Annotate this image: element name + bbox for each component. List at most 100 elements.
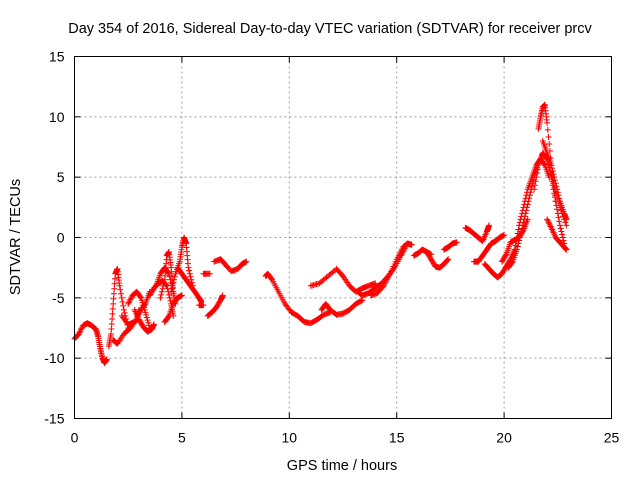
data-point [543,155,550,162]
data-point [121,309,128,316]
data-point [531,182,538,189]
data-point [126,298,133,305]
data-point [545,219,552,226]
data-point [550,180,557,187]
data-point [186,267,193,274]
data-point [186,270,193,277]
data-point [110,300,117,307]
data-point [111,285,118,292]
data-point [555,200,562,207]
y-tick-label: 5 [57,169,65,185]
data-point [556,204,563,211]
x-tick-label: 5 [178,430,186,446]
data-point [561,216,568,223]
data-point [544,119,551,126]
series-arc6 [131,306,157,335]
data-point [508,259,515,266]
data-point [534,170,541,177]
data-point [519,225,525,232]
series-arc15 [204,292,226,319]
data-point [529,183,536,190]
data-point [160,282,167,289]
data-point [551,177,558,184]
data-point [517,231,524,238]
data-point [103,356,110,363]
data-point [522,195,529,202]
data-point [165,313,172,320]
series-arc31 [535,101,568,247]
grid-lines [74,56,612,419]
y-tick-label: -5 [52,290,65,306]
data-point [111,275,118,282]
data-point [109,310,116,317]
y-axis-label: SDTVAR / TECUs [8,179,24,295]
data-point [551,184,558,191]
data-point [158,288,165,295]
data-point [544,126,551,133]
data-point [77,326,84,333]
data-point [524,189,531,196]
x-axis-label: GPS time / hours [287,458,397,474]
data-point [556,195,563,202]
data-point [128,295,135,302]
data-point [118,290,125,297]
data-point [547,168,554,175]
data-point [523,192,530,199]
y-tick-label: 15 [49,49,65,65]
data-point [187,273,194,280]
data-point [200,302,207,309]
data-point [513,234,520,241]
x-tick-label: 25 [604,430,620,446]
data-point [76,329,83,336]
data-point [379,283,386,290]
series-arc2 [105,265,132,350]
data-point [169,282,176,289]
data-point [545,133,552,140]
data-point [116,282,123,289]
data-point [143,311,150,318]
series-arc24 [440,239,460,253]
data-point [171,276,178,283]
data-point [560,213,567,220]
data-point [516,237,523,244]
data-point [145,319,152,326]
series-arc23 [423,248,452,271]
data-point [143,314,150,321]
data-point [165,269,172,276]
series-arc33 [531,150,570,229]
series-arc30 [511,156,553,253]
data-point [533,174,540,181]
data-point [519,210,525,217]
data-point [501,232,508,239]
data-point [512,242,519,249]
data-point [111,280,118,287]
data-point [109,305,116,312]
plot-frame [74,56,612,419]
data-point [150,321,157,328]
data-point [521,198,528,205]
data-point [514,230,521,237]
data-point [78,325,85,332]
data-point [563,222,570,229]
data-point [515,226,522,233]
data-point [408,241,415,248]
data-point [544,156,551,163]
series-arc18 [307,265,379,295]
data-point [563,246,570,253]
data-point [144,317,151,324]
data-point [555,214,562,221]
data-point [119,298,126,305]
data-point [521,201,528,208]
data-point [562,219,569,226]
y-tick-label: 0 [57,230,65,246]
series-arc25 [462,222,493,245]
data-point [109,315,116,322]
data-point [108,326,115,333]
data-point [77,328,84,335]
data-point [553,192,560,199]
chart-title: Day 354 of 2016, Sidereal Day-to-day VTE… [68,21,592,37]
data-point [556,218,563,225]
x-tick-label: 10 [282,430,298,446]
data-point [125,299,132,306]
data-point [520,204,527,211]
